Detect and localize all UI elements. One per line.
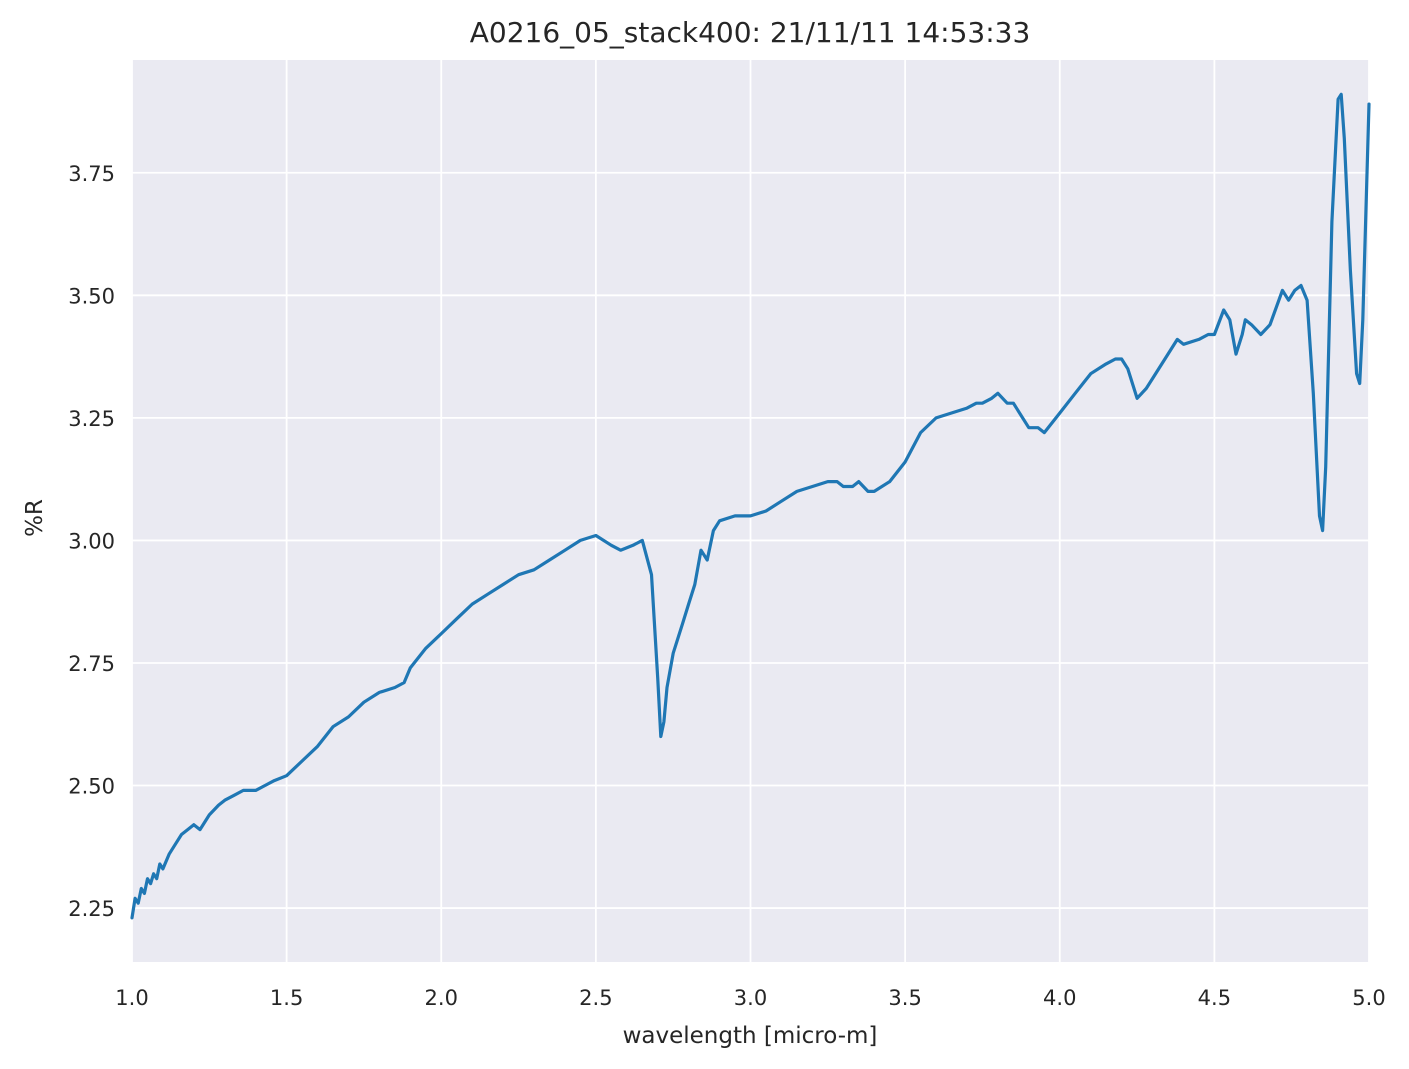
x-tick-label: 2.0 [425,986,458,1010]
y-tick-labels: 2.25 2.50 2.75 3.00 3.25 3.50 3.75 [68,162,115,921]
series-line [130,92,1371,920]
y-tick-label: 3.50 [68,284,115,308]
y-tick-label: 2.50 [68,775,115,799]
x-tick-label: 4.0 [1043,986,1076,1010]
chart-title: A0216_05_stack400: 21/11/11 14:53:33 [470,16,1031,49]
series-layer [130,92,1371,920]
y-tick-label: 3.00 [68,529,115,553]
y-tick-label: 3.75 [68,162,115,186]
y-tick-label: 2.25 [68,897,115,921]
x-tick-label: 5.0 [1352,986,1385,1010]
x-tick-label: 4.5 [1198,986,1231,1010]
x-tick-label: 1.0 [115,986,148,1010]
y-axis-label: %R [22,499,48,537]
x-tick-label: 1.5 [270,986,303,1010]
y-tick-label: 3.25 [68,407,115,431]
x-tick-labels: 1.0 1.5 2.0 2.5 3.0 3.5 4.0 4.5 5.0 [115,986,1385,1010]
x-tick-label: 3.0 [734,986,767,1010]
y-tick-label: 2.75 [68,652,115,676]
x-axis-label: wavelength [micro-m] [623,1023,878,1049]
grid-x [131,60,1370,962]
x-tick-label: 3.5 [888,986,921,1010]
x-tick-label: 2.5 [579,986,612,1010]
grid-y [132,171,1369,909]
